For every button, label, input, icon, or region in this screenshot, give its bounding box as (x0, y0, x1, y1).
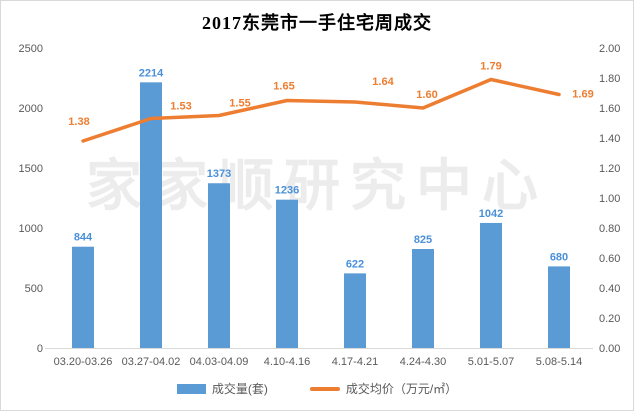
volume-bar (276, 199, 298, 348)
volume-bar (548, 266, 570, 348)
right-axis-tick: 0.40 (599, 283, 620, 295)
volume-bar (480, 222, 502, 348)
volume-bar (344, 273, 366, 348)
line-value-label: 1.38 (68, 116, 89, 128)
right-axis-tick: 0.20 (599, 313, 620, 325)
left-axis-tick: 2500 (19, 43, 43, 55)
right-axis-tick: 0.80 (599, 223, 620, 235)
bar-value-label: 680 (550, 251, 568, 263)
line-value-label: 1.64 (372, 76, 394, 88)
category-label: 4.24-4.30 (400, 356, 446, 368)
legend-item-volume: 成交量(套) (176, 380, 268, 397)
category-label: 04.03-04.09 (190, 356, 249, 368)
line-value-label: 1.65 (273, 81, 294, 93)
category-label: 5.01-5.07 (468, 356, 514, 368)
price-line (81, 77, 561, 143)
chart-title: 2017东莞市一手住宅周成交 (202, 13, 432, 33)
line-series-swatch (309, 386, 340, 391)
volume-bar (412, 249, 434, 348)
volume-bar (208, 183, 230, 348)
left-axis-tick: 0 (37, 343, 43, 355)
right-axis-tick: 1.40 (599, 133, 620, 145)
left-axis-tick: 1500 (19, 163, 43, 175)
left-axis-tick: 2000 (19, 103, 43, 115)
volume-bar (140, 82, 162, 348)
line-value-label: 1.55 (229, 98, 250, 110)
bar-value-label: 825 (414, 234, 432, 246)
bar-series-swatch (176, 383, 206, 394)
category-label: 4.17-4.21 (332, 356, 378, 368)
bar-value-label: 1042 (479, 208, 503, 220)
bar-value-label: 1236 (275, 185, 299, 197)
left-axis-tick: 1000 (19, 223, 43, 235)
category-label: 4.10-4.16 (264, 356, 310, 368)
line-value-label: 1.79 (480, 61, 501, 73)
right-axis-tick: 2.00 (599, 43, 620, 55)
category-label: 5.08-5.14 (536, 356, 582, 368)
right-axis-tick: 0.60 (599, 253, 620, 265)
right-axis-tick: 1.20 (599, 163, 620, 175)
legend-item-price: 成交均价（万元/㎡） (309, 380, 458, 397)
bar-value-label: 1373 (207, 168, 231, 180)
bar-value-label: 622 (346, 258, 364, 270)
bar-value-label: 844 (74, 232, 93, 244)
line-value-label: 1.60 (416, 89, 437, 101)
category-label: 03.27-04.02 (122, 356, 181, 368)
right-axis-tick: 0.00 (599, 343, 620, 355)
right-axis-tick: 1.00 (599, 193, 620, 205)
legend-label-price: 成交均价（万元/㎡） (345, 382, 458, 396)
left-axis-tick: 500 (25, 283, 43, 295)
volume-bar (72, 246, 94, 348)
line-value-label: 1.53 (170, 101, 191, 113)
right-axis-tick: 1.60 (599, 103, 620, 115)
legend-label-volume: 成交量(套) (211, 382, 268, 396)
right-axis-tick: 1.80 (599, 73, 620, 85)
line-value-label: 1.69 (572, 89, 593, 101)
category-label: 03.20-03.26 (54, 356, 113, 368)
legend: 成交量(套) 成交均价（万元/㎡） (1, 380, 633, 397)
bar-value-label: 2214 (139, 67, 164, 79)
